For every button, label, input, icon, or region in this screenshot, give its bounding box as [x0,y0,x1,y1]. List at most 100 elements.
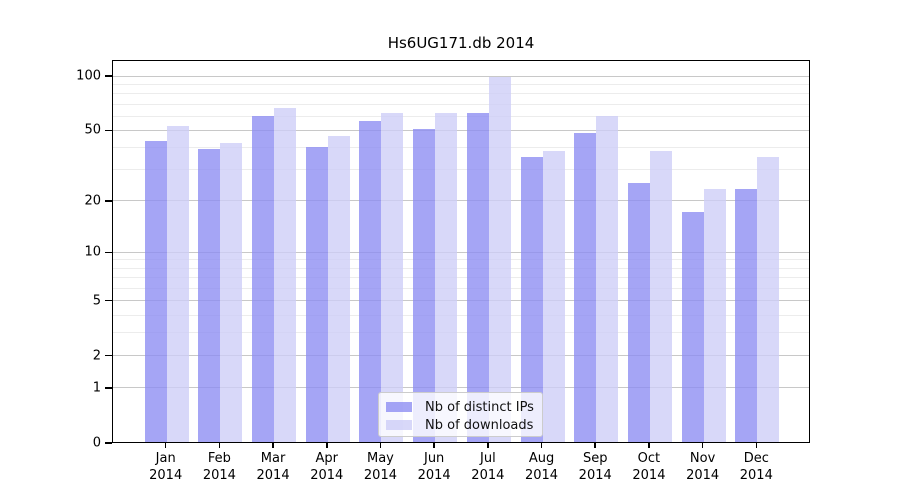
bar-distinct-ips-dec [735,189,758,442]
bar-downloads-jun [435,112,458,442]
gridline-minor [113,259,809,261]
month-label: Dec [743,451,769,466]
y-tick-mark [105,129,112,132]
bar-distinct-ips-nov [681,212,704,442]
year-label: 2014 [686,468,720,483]
bar-distinct-ips-apr [305,146,328,442]
month-label: Feb [207,451,231,466]
year-label: 2014 [363,468,397,483]
x-tick-label-may: May 2014 [350,450,410,484]
y-tick-label: 2 [92,348,101,364]
gridline-minor [113,277,809,279]
legend-swatch-distinct-ips [386,402,412,412]
month-label: Jun [423,451,445,466]
x-tick-mark [755,443,758,448]
y-tick-label: 0 [92,435,101,451]
year-label: 2014 [632,468,666,483]
gridline-minor [113,93,809,95]
gridline-minor [113,103,809,105]
month-label: Aug [528,451,555,466]
bar-distinct-ips-jan [144,141,167,442]
gridline-major [113,251,809,253]
bar-distinct-ips-sep [574,132,597,442]
y-tick-label: 50 [84,122,101,138]
gridline-minor [113,287,809,289]
month-label: Jan [155,451,176,466]
y-tick-mark [105,354,112,357]
x-tick-label-jun: Jun 2014 [404,450,464,484]
year-label: 2014 [417,468,451,483]
bar-distinct-ips-mar [252,116,275,442]
legend-swatch-downloads [386,420,412,430]
y-tick-label: 10 [84,244,101,260]
y-tick-mark [105,442,112,444]
month-label: Mar [260,451,286,466]
x-tick-mark [487,443,489,448]
gridline-major [113,75,809,77]
bar-downloads-jan [166,126,189,442]
month-label: Oct [637,451,661,466]
legend-label-distinct-ips: Nb of distinct IPs [425,399,534,415]
gridline-major [113,355,809,357]
gridline-major [113,129,809,131]
x-tick-label-nov: Nov 2014 [673,450,733,484]
year-label: 2014 [578,468,612,483]
gridline-minor [113,83,809,85]
bar-downloads-apr [327,135,350,442]
month-label: Apr [315,451,339,466]
y-tick-label: 1 [92,380,101,396]
month-label: Jul [480,451,496,466]
year-label: 2014 [739,468,773,483]
bar-downloads-dec [757,157,780,442]
x-tick-mark [326,443,328,448]
legend-row: Nb of downloads [386,416,542,434]
x-tick-mark [164,443,167,448]
month-label: Nov [689,451,716,466]
gridline-major [113,300,809,302]
bar-downloads-may [381,112,404,442]
bar-distinct-ips-feb [198,148,221,442]
y-tick-label: 20 [84,193,101,209]
month-label: May [367,451,394,466]
bar-downloads-nov [703,189,726,442]
x-tick-label-jan: Jan 2014 [136,450,196,484]
legend-label-downloads: Nb of downloads [425,417,534,433]
x-tick-label-mar: Mar 2014 [243,450,303,484]
x-tick-label-dec: Dec 2014 [726,450,786,484]
gridline-minor [113,115,809,117]
bar-downloads-feb [220,142,243,442]
x-tick-mark [433,443,435,448]
bar-distinct-ips-jun [413,129,436,442]
x-tick-mark [272,443,274,448]
y-tick-label: 100 [76,68,101,84]
y-tick-mark [105,387,112,389]
legend: Nb of distinct IPs Nb of downloads [378,392,543,437]
year-label: 2014 [149,468,183,483]
gridline-minor [113,169,809,171]
gridline-minor [113,332,809,334]
y-tick-mark [105,251,112,254]
x-tick-mark [218,443,221,448]
bar-distinct-ips-aug [520,157,543,442]
x-tick-mark [379,443,382,448]
x-tick-label-jul: Jul 2014 [458,450,518,484]
y-tick-label: 5 [92,293,101,309]
bar-downloads-aug [542,150,565,442]
x-tick-label-apr: Apr 2014 [297,450,357,484]
y-tick-mark [105,200,112,202]
plot-area [112,60,810,443]
year-label: 2014 [524,468,559,483]
bar-downloads-mar [274,107,297,442]
gridline-major [113,387,809,389]
x-tick-label-oct: Oct 2014 [619,450,679,484]
legend-row: Nb of distinct IPs [386,398,542,416]
bar-distinct-ips-jul [466,112,489,442]
year-label: 2014 [310,468,344,483]
gridline-minor [113,267,809,269]
gridline-major [113,200,809,202]
y-tick-mark [105,299,112,302]
year-label: 2014 [256,468,290,483]
x-tick-label-aug: Aug 2014 [512,450,572,484]
bar-downloads-oct [649,150,672,442]
month-label: Sep [582,451,608,466]
